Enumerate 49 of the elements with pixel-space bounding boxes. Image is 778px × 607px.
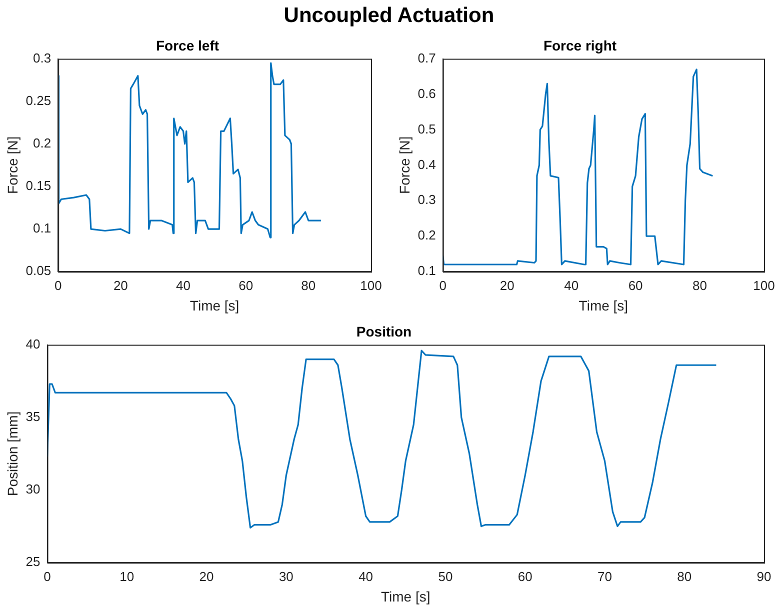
y-tick-label: 0.5 [418, 121, 436, 136]
x-tick-label: 0 [44, 568, 51, 584]
x-tick-label: 90 [756, 568, 772, 584]
x-tick-label: 100 [360, 278, 382, 293]
x-tick-label: 40 [564, 278, 579, 293]
x-tick-label: 30 [278, 568, 294, 584]
x-tick-label: 60 [518, 568, 532, 584]
x-tick-label: 70 [597, 568, 612, 584]
y-tick-label: 0.3 [33, 50, 52, 66]
x-tick-label: 40 [358, 568, 374, 584]
y-tick-label: 0.1 [418, 263, 436, 278]
y-tick-label: 0.1 [33, 220, 52, 236]
y-tick-label: 0.4 [418, 156, 436, 172]
y-tick-label: 0.05 [26, 263, 52, 278]
x-tick-label: 100 [753, 278, 775, 293]
x-tick-label: 20 [199, 568, 214, 584]
chart-title: Force left [156, 37, 220, 54]
x-axis-title: Time [s] [380, 588, 430, 604]
x-axis-title: Time [s] [190, 297, 240, 314]
x-tick-label: 0 [439, 278, 446, 293]
x-tick-label: 0 [54, 278, 62, 293]
x-tick-label: 80 [677, 568, 692, 584]
x-tick-label: 50 [438, 568, 453, 584]
y-axis-title: Force [N] [4, 136, 20, 194]
y-tick-label: 0.6 [418, 86, 436, 101]
y-tick-label: 0.3 [418, 192, 436, 208]
y-tick-label: 40 [26, 336, 40, 352]
y-tick-label: 0.25 [26, 92, 52, 108]
y-tick-label: 0.2 [418, 228, 436, 243]
x-tick-label: 60 [238, 278, 254, 293]
x-tick-label: 40 [176, 278, 190, 293]
y-tick-label: 0.2 [33, 136, 52, 150]
x-tick-label: 80 [692, 278, 708, 293]
x-tick-label: 20 [113, 278, 128, 293]
chart-title: Force right [543, 37, 617, 54]
y-tick-label: 30 [26, 482, 40, 497]
y-tick-label: 0.7 [418, 50, 436, 66]
x-axis-title: Time [s] [578, 297, 628, 314]
y-axis-title: Force [N] [396, 136, 412, 194]
text: Uncoupled Actuation [282, 4, 496, 28]
x-tick-label: 80 [301, 278, 316, 293]
y-tick-label: 25 [26, 554, 40, 570]
x-tick-label: 20 [500, 278, 514, 293]
x-tick-label: 60 [628, 278, 643, 293]
y-tick-label: 0.15 [26, 178, 52, 194]
y-tick-label: 35 [26, 408, 40, 424]
chart-title: Position [356, 323, 412, 340]
x-tick-label: 10 [120, 568, 134, 584]
y-axis-title: Position [mm] [4, 411, 20, 496]
